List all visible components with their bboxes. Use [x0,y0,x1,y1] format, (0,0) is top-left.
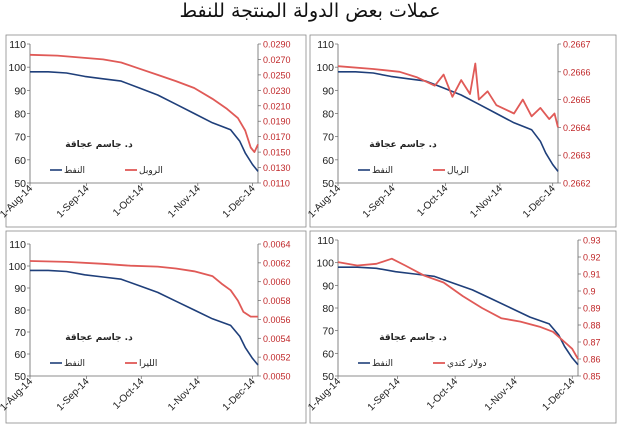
left-tick-label: 100 [316,258,334,270]
right-tick-label: 0.0052 [263,353,291,363]
chart-panel-3: 50 60 70 80 90 100 110 0.0050 0.0052 0.0054 0.0056… [0,230,307,424]
series-line-currency [337,62,559,128]
legend-label-currency: الليرا [139,359,157,369]
right-tick-label: 0.87 [583,338,601,348]
right-tick-label: 0.0062 [263,258,291,268]
chart-panel-4: 50 60 70 80 90 100 110 0.85 0.86 0.87 0.88 0.89 0.9 0… [306,230,617,424]
chart-panel-1: 50 60 70 80 90 100 110 0.0110 0.0130 0.0150 0.0170… [0,34,307,228]
right-tick-label: 0.86 [583,355,601,365]
right-tick-label: 0.92 [583,253,601,263]
right-tick-label: 0.0110 [263,179,290,189]
left-tick-label: 110 [317,39,334,51]
legend-label-oil: النفط [372,166,393,176]
chart-frame [309,230,617,424]
series-line-currency [29,260,258,318]
left-tick-label: 70 [322,132,334,144]
left-tick-label: 80 [322,303,334,315]
right-tick-label: 0.0054 [263,334,291,344]
author-label: د. جاسم عجاقة [65,333,133,343]
right-tick-label: 0.2665 [563,95,591,105]
series-line-currency [29,53,259,153]
right-tick-label: 0.0060 [263,277,291,287]
left-tick-label: 110 [9,39,26,51]
right-tick-label: 0.88 [583,321,601,331]
right-tick-label: 0.0058 [263,296,291,306]
right-tick-label: 0.2664 [563,123,591,133]
series-line-currency [337,257,579,360]
left-tick-label: 80 [322,109,334,121]
right-tick-label: 0.0056 [263,315,291,325]
left-tick-label: 90 [14,283,26,295]
right-tick-label: 0.93 [583,236,601,246]
left-tick-label: 50 [14,371,26,383]
left-tick-label: 100 [316,62,334,74]
author-label: د. جاسم عجاقة [369,140,437,150]
legend-label-oil: النفط [372,359,393,369]
right-tick-label: 0.0210 [263,101,291,111]
page-title: عملات بعض الدولة المنتجة للنفط [179,0,441,22]
left-tick-label: 80 [14,305,26,317]
left-tick-label: 110 [9,239,26,251]
author-label: د. جاسم عجاقة [379,333,447,343]
right-tick-label: 0.0190 [263,117,291,127]
left-tick-label: 60 [322,155,334,167]
right-tick-label: 0.0230 [263,86,291,96]
left-tick-label: 50 [322,371,334,383]
left-tick-label: 90 [322,85,334,97]
series-line-oil [30,269,259,366]
left-tick-label: 100 [8,62,26,74]
left-tick-label: 50 [14,178,26,190]
right-tick-label: 0.0270 [263,55,291,65]
left-tick-label: 50 [322,178,334,190]
chart-frame [5,34,307,228]
right-tick-label: 0.0064 [263,240,291,250]
author-label: د. جاسم عجاقة [65,140,133,150]
right-tick-label: 0.2666 [563,67,591,77]
right-tick-label: 0.0150 [263,148,291,158]
right-tick-label: 0.0170 [263,132,291,142]
chart-frame [309,34,617,228]
left-tick-label: 60 [14,155,26,167]
left-tick-label: 60 [322,348,334,360]
chart-panel-2: 50 60 70 80 90 100 110 0.2662 0.2663 0.2664 0.2665… [306,34,617,228]
series-line-oil [338,266,579,366]
legend-label-currency: الريال [447,166,469,176]
right-tick-label: 0.0250 [263,70,291,80]
chart-frame [5,230,307,424]
left-tick-label: 90 [322,280,334,292]
left-tick-label: 110 [317,235,334,247]
legend-label-oil: النفط [64,166,85,176]
right-tick-label: 0.9 [583,287,596,297]
legend-label-currency: الروبل [139,166,163,176]
left-tick-label: 70 [322,326,334,338]
legend-label-currency: دولار كندي [447,359,486,369]
right-tick-label: 0.2662 [563,179,591,189]
right-tick-label: 0.2667 [563,40,591,50]
legend-label-oil: النفط [64,359,85,369]
left-tick-label: 100 [8,261,26,273]
right-tick-label: 0.91 [583,270,601,280]
left-tick-label: 60 [14,349,26,361]
right-tick-label: 0.0050 [263,372,291,382]
right-tick-label: 0.2663 [563,151,591,161]
left-tick-label: 70 [14,132,26,144]
left-tick-label: 70 [14,327,26,339]
series-line-oil [30,71,259,172]
right-tick-label: 0.89 [583,304,601,314]
right-tick-label: 0.0130 [263,163,291,173]
right-tick-label: 0.85 [583,372,601,382]
right-tick-label: 0.0290 [263,40,291,50]
left-tick-label: 80 [14,109,26,121]
series-line-oil [338,71,559,172]
left-tick-label: 90 [14,85,26,97]
